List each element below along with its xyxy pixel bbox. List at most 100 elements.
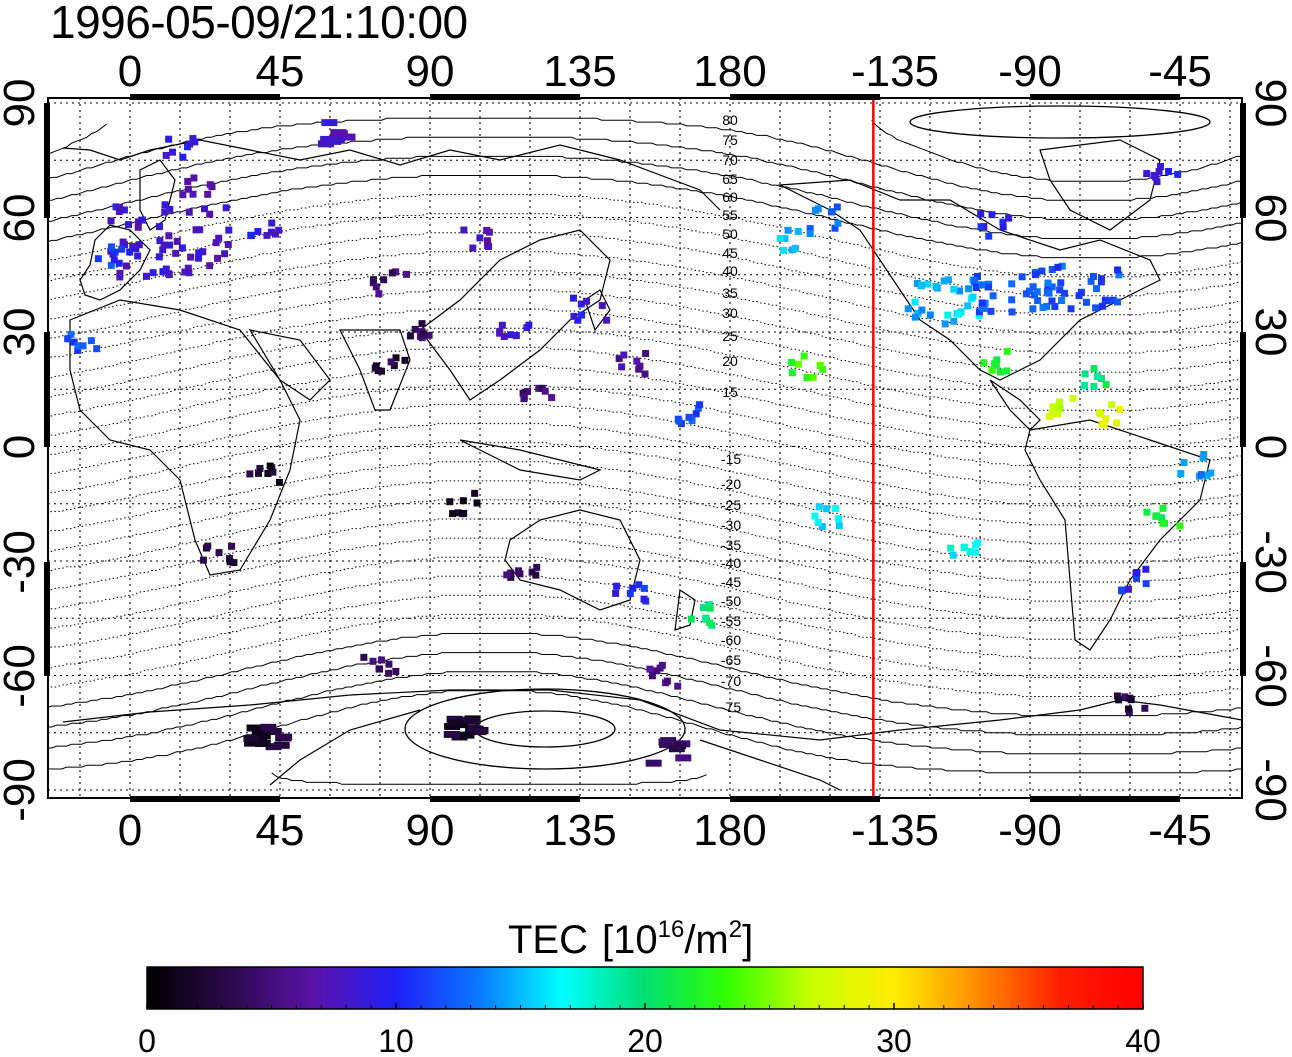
tec-station-marker bbox=[626, 590, 634, 598]
tec-station-marker bbox=[483, 226, 491, 234]
tec-station-marker bbox=[831, 224, 839, 232]
tec-station-marker bbox=[498, 321, 506, 329]
tec-station-marker bbox=[996, 368, 1004, 376]
coastline-path bbox=[1039, 139, 1161, 231]
tec-station-marker bbox=[1008, 296, 1016, 304]
coastline-path bbox=[699, 739, 841, 791]
tec-station-marker bbox=[1067, 305, 1075, 313]
contour-label: -50 bbox=[721, 593, 741, 609]
contour-label: 35 bbox=[722, 285, 738, 301]
frame-bar bbox=[1030, 94, 1180, 100]
tec-station-marker bbox=[161, 208, 169, 216]
tec-station-marker bbox=[500, 333, 508, 341]
tec-station-marker bbox=[815, 503, 823, 511]
tec-station-marker bbox=[523, 324, 531, 332]
tec-station-marker bbox=[603, 316, 611, 324]
tec-station-marker bbox=[1058, 296, 1066, 304]
map-plot-area bbox=[48, 98, 1242, 798]
tec-station-marker bbox=[1048, 283, 1056, 291]
tec-station-marker bbox=[94, 255, 102, 263]
frame-bar bbox=[44, 332, 50, 447]
tec-station-marker bbox=[945, 276, 953, 284]
contour-label: 80 bbox=[722, 112, 738, 128]
tec-station-marker bbox=[1116, 406, 1124, 414]
tec-station-marker bbox=[385, 660, 393, 668]
tec-station-marker bbox=[973, 272, 981, 280]
tec-station-marker bbox=[230, 559, 238, 567]
tec-station-marker bbox=[533, 563, 541, 571]
tec-station-marker bbox=[369, 657, 377, 665]
tec-station-marker bbox=[265, 727, 282, 735]
coastline-path bbox=[777, 179, 1161, 381]
tec-station-marker bbox=[993, 356, 1001, 364]
tec-station-marker bbox=[186, 140, 194, 148]
contour-label: -65 bbox=[721, 652, 741, 668]
right-latitude-tick: 90 bbox=[1246, 79, 1292, 128]
tec-station-marker bbox=[1003, 367, 1011, 375]
tec-station-marker bbox=[956, 287, 964, 295]
tec-station-marker bbox=[388, 269, 396, 277]
tec-station-marker bbox=[1092, 285, 1100, 293]
tec-station-marker bbox=[975, 308, 983, 316]
contour-label: -15 bbox=[721, 451, 741, 467]
tec-station-marker bbox=[392, 667, 400, 675]
bottom-longitude-tick: 180 bbox=[693, 806, 766, 855]
tec-station-marker bbox=[1097, 374, 1105, 382]
tec-station-marker bbox=[1159, 504, 1167, 512]
tec-station-marker bbox=[179, 153, 187, 161]
top-longitude-tick: 90 bbox=[406, 47, 455, 96]
tec-station-marker bbox=[1008, 280, 1016, 288]
tec-station-marker bbox=[1102, 381, 1110, 389]
tec-station-marker bbox=[507, 573, 515, 581]
tec-station-marker bbox=[1113, 419, 1121, 427]
tec-station-marker bbox=[161, 201, 169, 209]
tec-station-marker bbox=[374, 367, 382, 375]
bottom-longitude-tick: -90 bbox=[998, 806, 1062, 855]
right-latitude-ticks: 90 60 30 0 -30 -60 -90 bbox=[1246, 79, 1292, 822]
right-latitude-tick: 0 bbox=[1246, 435, 1292, 459]
coastline-path bbox=[1024, 419, 1211, 651]
tec-station-marker bbox=[612, 589, 620, 597]
coastline-path bbox=[269, 709, 421, 786]
coastline-path bbox=[79, 224, 151, 301]
contour-label: -70 bbox=[721, 673, 741, 689]
tec-station-marker bbox=[1159, 519, 1167, 527]
tec-station-marker bbox=[454, 509, 462, 517]
tec-station-marker bbox=[155, 223, 163, 231]
tec-station-marker bbox=[816, 362, 824, 370]
tec-station-marker bbox=[780, 246, 788, 254]
tec-station-marker bbox=[267, 228, 275, 236]
tec-station-marker bbox=[87, 337, 95, 345]
tec-station-marker bbox=[122, 262, 130, 270]
tec-station-marker bbox=[155, 253, 163, 261]
tec-station-marker bbox=[254, 227, 262, 235]
tec-station-marker bbox=[1155, 167, 1163, 175]
top-longitude-ticks: 0 45 90 135 180 -135 -90 -45 bbox=[118, 47, 1212, 96]
tec-station-marker bbox=[134, 252, 142, 260]
tec-station-marker bbox=[950, 317, 958, 325]
tec-station-marker bbox=[823, 505, 831, 513]
tec-station-marker bbox=[418, 334, 426, 342]
tec-station-marker bbox=[206, 210, 214, 218]
tec-station-marker bbox=[111, 248, 119, 256]
tec-station-marker bbox=[663, 677, 671, 685]
tec-station-marker bbox=[918, 281, 926, 289]
tec-station-marker bbox=[1153, 512, 1161, 520]
top-longitude-tick: 0 bbox=[118, 47, 142, 96]
tec-station-marker bbox=[1089, 272, 1097, 280]
tec-station-marker bbox=[107, 217, 115, 225]
left-latitude-tick: 60 bbox=[0, 194, 44, 243]
tec-station-marker bbox=[674, 682, 682, 690]
tec-station-marker bbox=[1081, 370, 1089, 378]
tec-station-marker bbox=[818, 523, 826, 531]
tec-station-marker bbox=[668, 745, 685, 753]
tec-station-marker bbox=[706, 604, 714, 612]
tec-station-marker bbox=[116, 269, 124, 277]
tec-station-marker bbox=[635, 581, 643, 589]
tec-station-marker bbox=[705, 601, 713, 609]
tec-station-marker bbox=[1113, 692, 1121, 700]
tec-station-marker bbox=[265, 743, 282, 751]
tec-station-marker bbox=[195, 249, 203, 257]
contour-label: 20 bbox=[722, 353, 738, 369]
tec-station-marker bbox=[446, 498, 454, 506]
